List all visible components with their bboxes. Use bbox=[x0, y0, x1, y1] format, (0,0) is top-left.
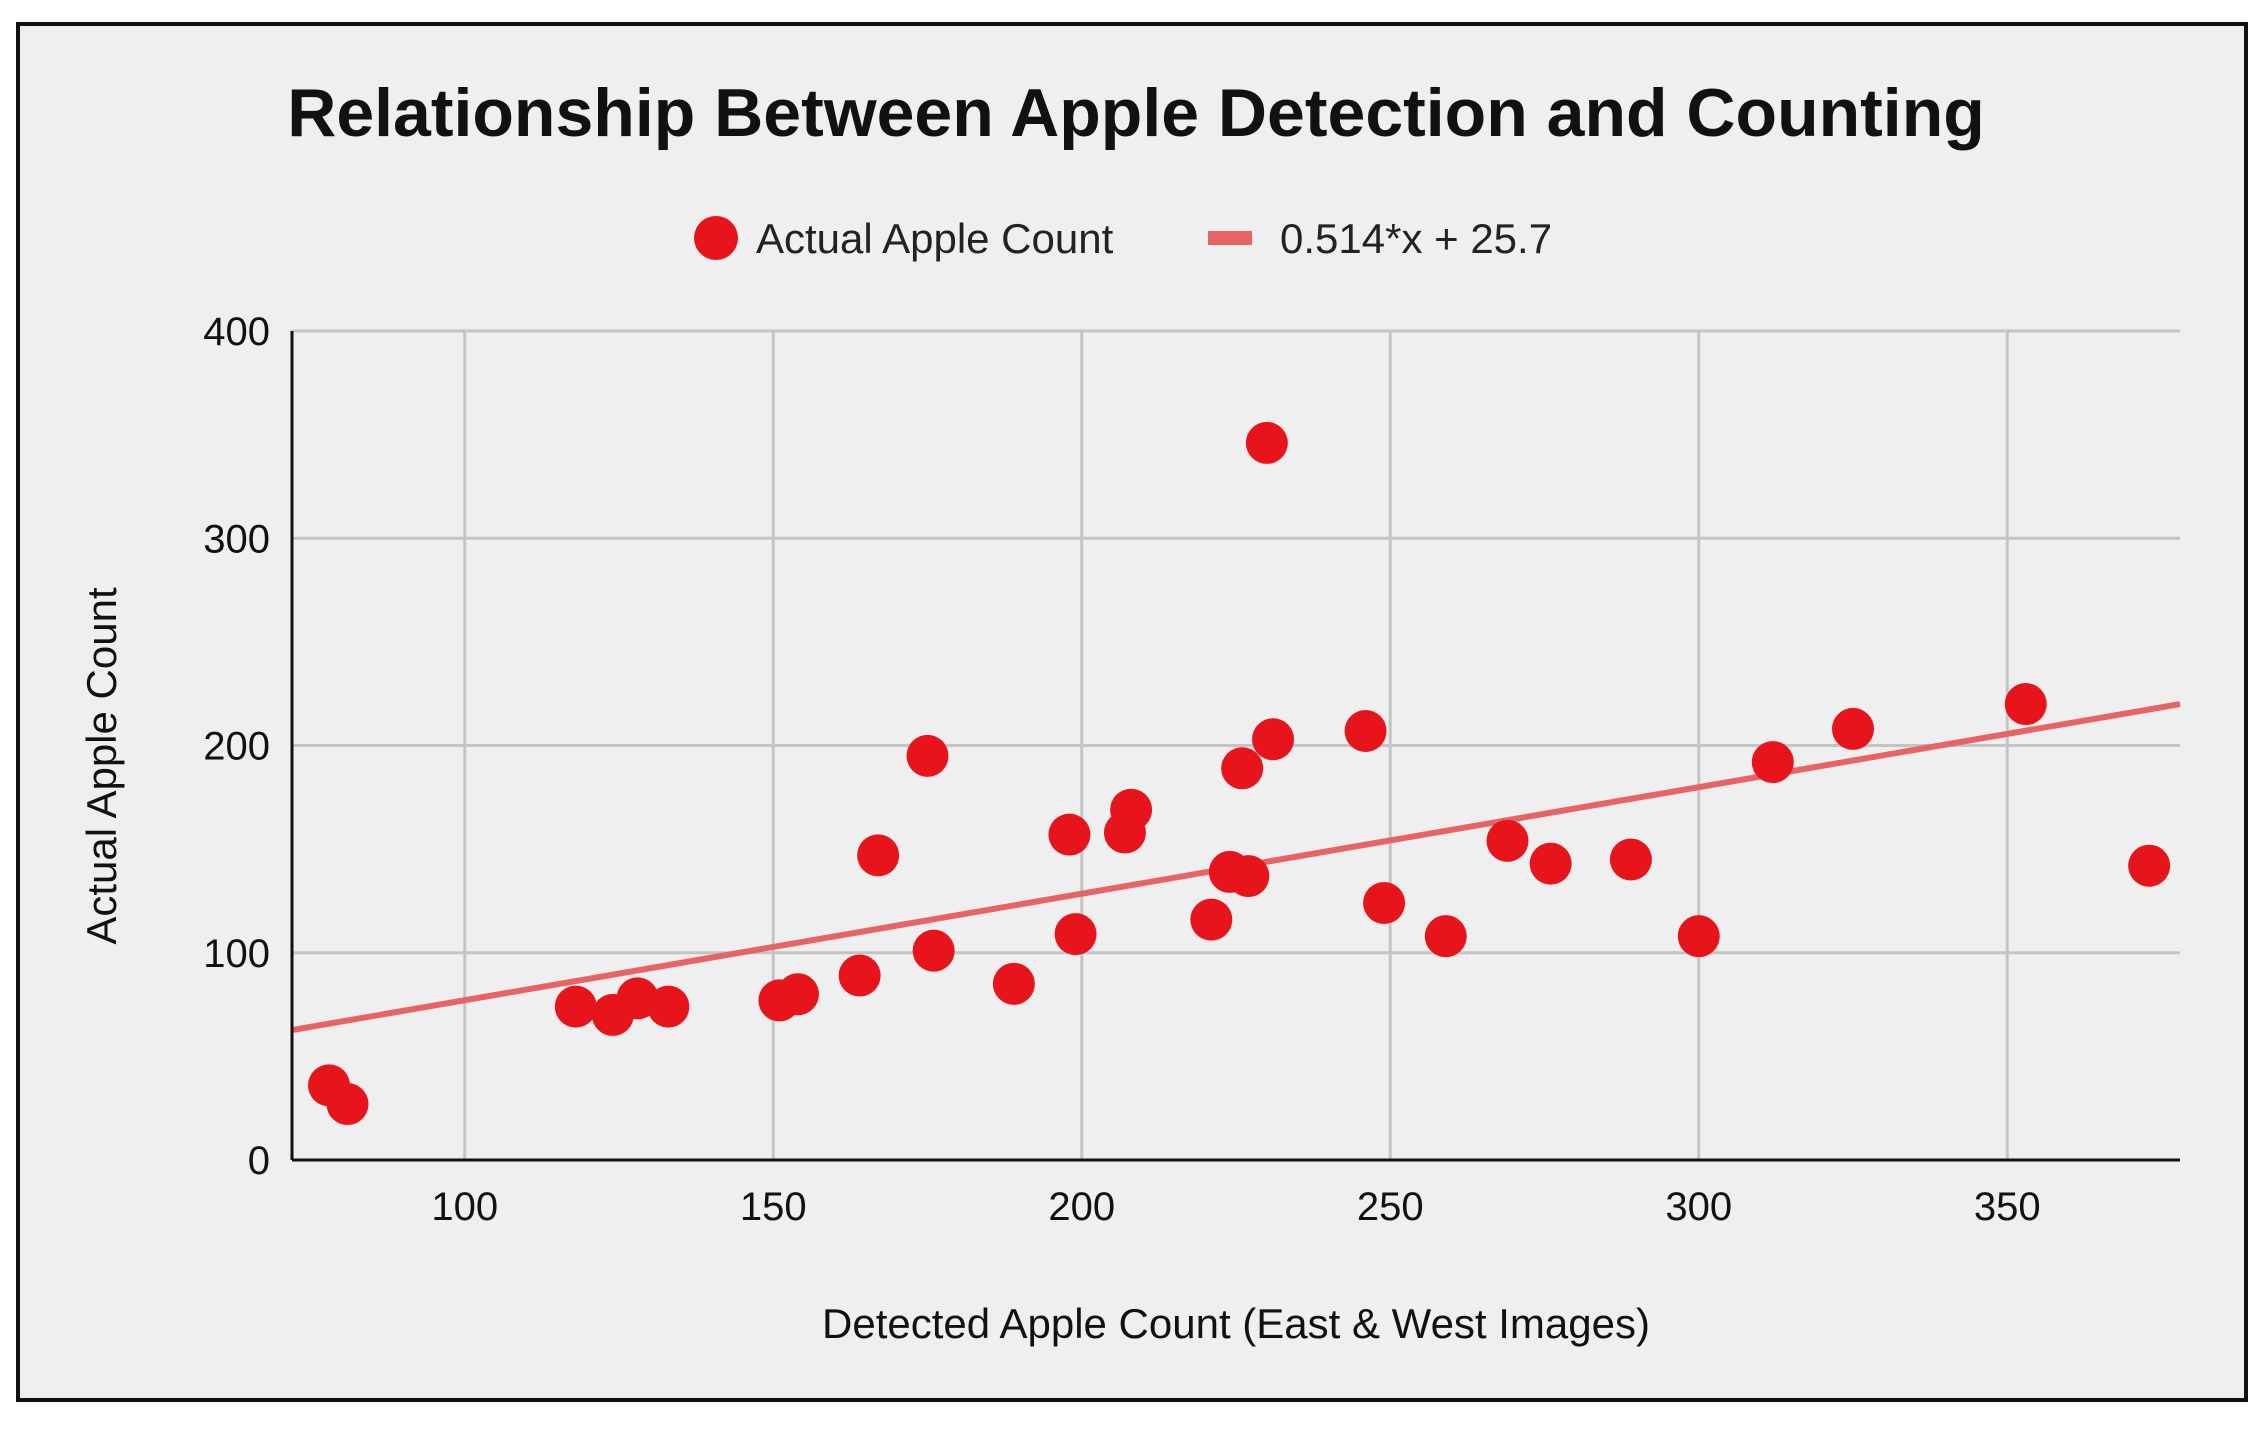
legend-label-trendline: 0.514*x + 25.7 bbox=[1280, 215, 1552, 262]
chart-title: Relationship Between Apple Detection and… bbox=[287, 75, 1985, 151]
x-tick-label: 300 bbox=[1665, 1185, 1732, 1229]
y-tick-label: 0 bbox=[248, 1139, 270, 1183]
legend-label-actual: Actual Apple Count bbox=[756, 215, 1114, 262]
x-tick-label: 350 bbox=[1974, 1185, 2041, 1229]
data-point bbox=[1751, 741, 1794, 784]
data-point bbox=[1831, 707, 1874, 750]
data-point bbox=[1344, 709, 1387, 752]
data-point bbox=[1529, 842, 1572, 885]
data-point bbox=[326, 1083, 369, 1126]
data-point bbox=[838, 954, 881, 997]
legend-marker-actual bbox=[694, 216, 738, 260]
data-point bbox=[1363, 882, 1406, 925]
data-point bbox=[1424, 915, 1467, 958]
y-axis-label: Actual Apple Count bbox=[78, 587, 125, 945]
legend: Actual Apple Count 0.514*x + 25.7 bbox=[694, 215, 1552, 262]
data-point bbox=[1048, 813, 1091, 856]
data-point bbox=[2004, 683, 2047, 726]
x-axis-label: Detected Apple Count (East & West Images… bbox=[822, 1300, 1650, 1347]
y-tick-label: 200 bbox=[203, 725, 270, 769]
legend-marker-trendline bbox=[1208, 231, 1252, 245]
data-point bbox=[776, 973, 819, 1016]
data-point bbox=[647, 985, 690, 1028]
tick-labels: 0 100 200 300 400 100 150 200 250 300 350 bbox=[203, 310, 2040, 1229]
x-tick-label: 200 bbox=[1048, 1185, 1115, 1229]
chart-frame: Relationship Between Apple Detection and… bbox=[16, 22, 2248, 1402]
data-point bbox=[1110, 788, 1153, 831]
data-point bbox=[1245, 421, 1288, 464]
x-tick-label: 250 bbox=[1357, 1185, 1424, 1229]
data-point bbox=[906, 734, 949, 777]
y-tick-label: 400 bbox=[203, 310, 270, 354]
data-point bbox=[1609, 838, 1652, 881]
y-tick-label: 300 bbox=[203, 517, 270, 561]
data-point bbox=[1227, 855, 1270, 898]
data-points bbox=[308, 421, 2171, 1126]
data-point bbox=[857, 834, 900, 877]
data-point bbox=[554, 985, 597, 1028]
chart: Relationship Between Apple Detection and… bbox=[78, 75, 2181, 1347]
data-point bbox=[1677, 915, 1720, 958]
gridlines bbox=[292, 329, 2180, 1160]
data-point bbox=[1486, 819, 1529, 862]
x-tick-label: 100 bbox=[431, 1185, 498, 1229]
axes bbox=[290, 331, 2180, 1162]
y-tick-label: 100 bbox=[203, 932, 270, 976]
data-point bbox=[1054, 913, 1097, 956]
data-point bbox=[1252, 718, 1295, 761]
data-point bbox=[992, 962, 1035, 1005]
x-tick-label: 150 bbox=[740, 1185, 807, 1229]
data-point bbox=[1190, 898, 1233, 941]
data-point bbox=[2128, 844, 2171, 887]
data-point bbox=[912, 929, 955, 972]
data-point bbox=[1221, 747, 1264, 790]
